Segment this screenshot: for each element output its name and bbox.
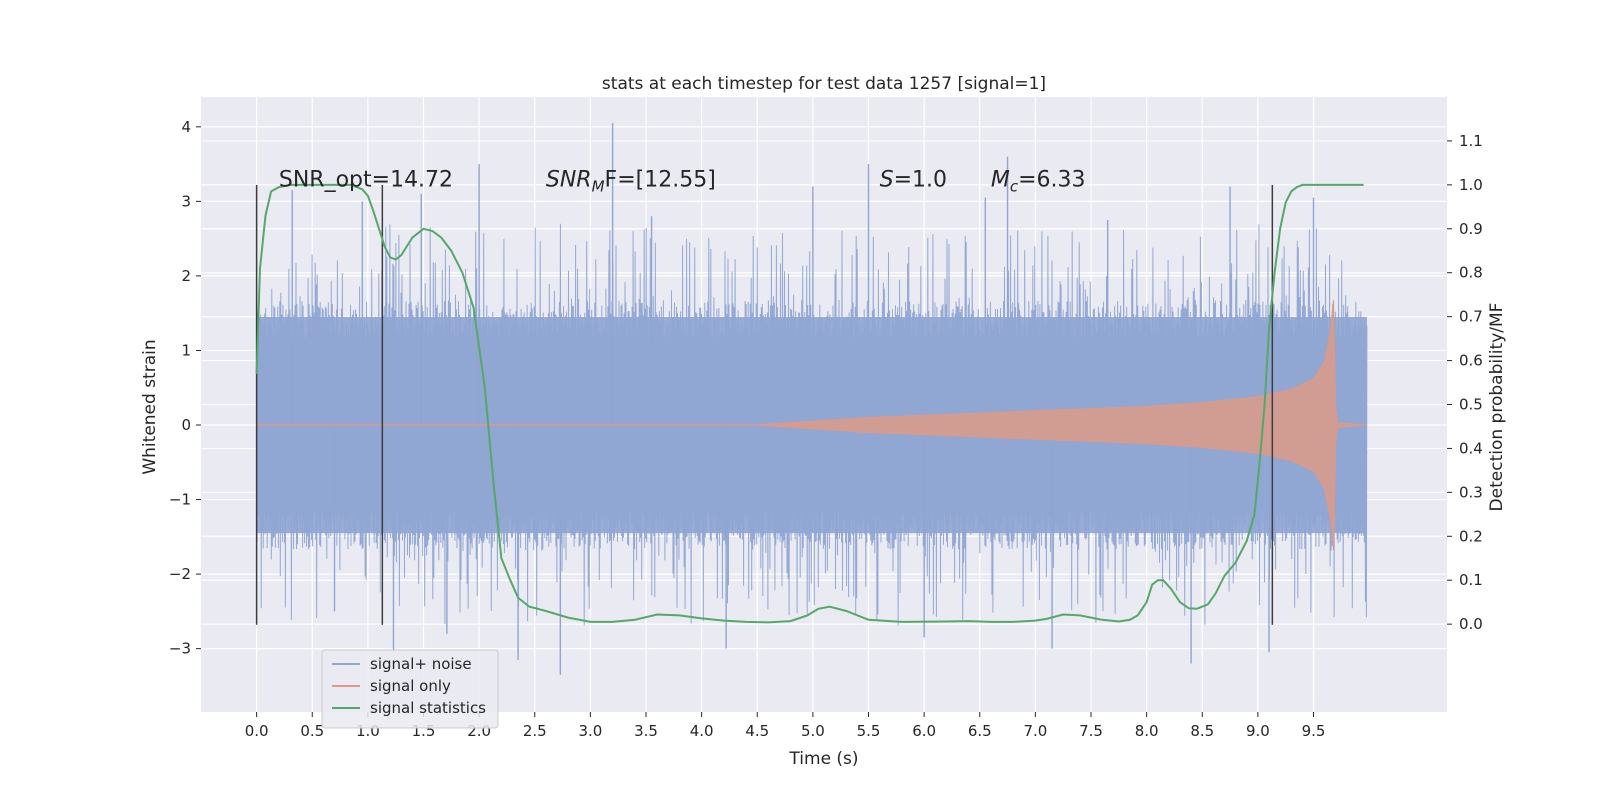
- yl-tick-label-7: −3: [169, 640, 191, 658]
- yr-tick-label-5: 0.6: [1459, 352, 1483, 370]
- x-tick-label-13: 6.5: [968, 722, 992, 740]
- yl-tick-label-1: 3: [181, 192, 191, 210]
- x-tick-label-6: 3.0: [578, 722, 602, 740]
- yr-tick-label-8: 0.3: [1459, 483, 1483, 501]
- x-tick-label-0: 0.0: [245, 722, 269, 740]
- yr-tick-label-10: 0.1: [1459, 571, 1483, 589]
- yr-tick-label-6: 0.5: [1459, 396, 1483, 414]
- annotation-snr-opt: SNR_opt=14.72: [279, 167, 453, 192]
- annotation-s-base: S: [880, 167, 894, 192]
- yl-tick-label-0: 4: [181, 118, 191, 136]
- x-tick-label-19: 9.5: [1302, 722, 1326, 740]
- y-axis-left-label: Whitened strain: [140, 339, 160, 474]
- yl-tick-label-6: −2: [169, 565, 191, 583]
- yr-tick-label-0: 1.1: [1459, 132, 1483, 150]
- yl-tick-label-2: 2: [181, 267, 191, 285]
- yr-tick-label-3: 0.8: [1459, 264, 1483, 282]
- annotation-mc-sub: c: [1010, 177, 1019, 195]
- legend-label-stats: signal statistics: [370, 699, 486, 717]
- annotation-s: S=1.0: [880, 167, 947, 192]
- y-axis-left-ticks: 4 3 2 1 0 −1 −2 −3: [169, 118, 201, 658]
- y-axis-right-ticks: 1.1 1.0 0.9 0.8 0.7 0.6 0.5 0.4 0.3 0.2 0.1 0.0: [1447, 132, 1483, 633]
- yl-tick-label-4: 0: [181, 416, 191, 434]
- legend-box: [321, 649, 499, 729]
- stats-line: [255, 183, 1364, 624]
- yr-tick-label-1: 1.0: [1459, 176, 1483, 194]
- annotation-mc-base: M: [991, 167, 1010, 192]
- stats-series: [255, 183, 1364, 624]
- annotation-s-rest: =1.0: [894, 167, 947, 192]
- x-tick-label-10: 5.0: [801, 722, 825, 740]
- annotation-snr-mf: SNRMF=[12.55]: [546, 167, 716, 195]
- yl-tick-label-5: −1: [169, 491, 191, 509]
- x-tick-label-16: 8.0: [1135, 722, 1159, 740]
- annotation-snr-mf-sub: M: [592, 177, 605, 195]
- annotation-snr-mf-rest: F=[12.55]: [605, 167, 716, 192]
- yr-tick-label-4: 0.7: [1459, 308, 1483, 326]
- x-tick-label-11: 5.5: [857, 722, 881, 740]
- yr-tick-label-7: 0.4: [1459, 439, 1483, 457]
- x-tick-label-1: 0.5: [300, 722, 324, 740]
- x-tick-label-14: 7.0: [1023, 722, 1047, 740]
- legend-label-noise: signal+ noise: [370, 655, 472, 673]
- vlines: [255, 184, 1274, 625]
- chart-title: stats at each timestep for test data 125…: [602, 74, 1046, 94]
- yr-tick-label-2: 0.9: [1459, 220, 1483, 238]
- x-tick-label-18: 9.0: [1246, 722, 1270, 740]
- x-tick-label-17: 8.5: [1190, 722, 1214, 740]
- annotation-snr-mf-base: SNR: [546, 167, 592, 192]
- x-tick-label-9: 4.5: [745, 722, 769, 740]
- annotation-mc-rest: =6.33: [1018, 167, 1085, 192]
- legend-label-signal: signal only: [370, 677, 451, 695]
- legend: signal+ noise signal only signal statist…: [321, 649, 499, 729]
- x-tick-label-7: 3.5: [634, 722, 658, 740]
- yr-tick-label-9: 0.2: [1459, 527, 1483, 545]
- y-axis-right-label: Detection probability/MF: [1487, 303, 1507, 512]
- signal-series: [256, 299, 1367, 551]
- x-tick-label-8: 4.0: [690, 722, 714, 740]
- yl-tick-label-3: 1: [181, 341, 191, 359]
- x-tick-label-5: 2.5: [523, 722, 547, 740]
- x-axis-label: Time (s): [788, 749, 858, 769]
- annotation-mc: Mc=6.33: [991, 167, 1086, 195]
- x-tick-label-15: 7.5: [1079, 722, 1103, 740]
- yr-tick-label-11: 0.0: [1459, 615, 1483, 633]
- x-tick-label-12: 6.0: [912, 722, 936, 740]
